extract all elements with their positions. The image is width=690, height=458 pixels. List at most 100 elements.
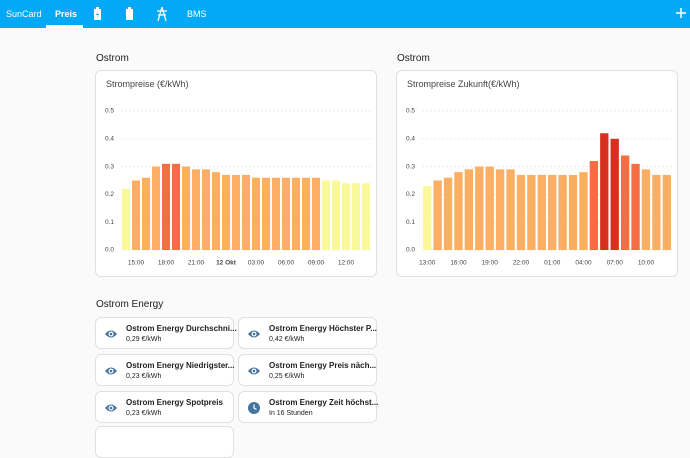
- bar: [600, 133, 609, 250]
- y-tick-label: 0.4: [105, 136, 114, 143]
- bar: [652, 174, 661, 250]
- chart-card: Strompreise (€/kWh) 0.0 0.1 0.2 0.3 0.4 0.5 15…: [95, 70, 377, 277]
- battery-icon[interactable]: [124, 7, 136, 21]
- bar: [222, 174, 230, 250]
- y-tick-label: 0.1: [105, 219, 114, 226]
- bar: [252, 177, 260, 250]
- bar: [362, 183, 370, 250]
- bar: [454, 172, 463, 250]
- x-tick-label: 01:00: [544, 260, 561, 267]
- add-icon[interactable]: [675, 7, 687, 19]
- section-title: Ostrom Energy: [96, 299, 164, 310]
- bar: [537, 174, 546, 250]
- tab-indicator: [46, 25, 83, 28]
- bar: [202, 169, 210, 250]
- x-tick-label: 21:00: [188, 260, 205, 267]
- bar: [423, 186, 432, 250]
- entity-name: Ostrom Energy Preis näch...: [269, 361, 377, 370]
- bar: [485, 166, 494, 250]
- chart-card: Strompreise Zukunft(€/kWh) 0.0 0.1 0.2 0.3 0…: [396, 70, 678, 277]
- x-tick-label: 04:00: [575, 260, 592, 267]
- entity-name: Ostrom Energy Spotpreis: [126, 398, 223, 407]
- transmission-tower-icon[interactable]: [155, 6, 169, 22]
- bar: [212, 172, 220, 250]
- entity-state: 0,42 €/kWh: [269, 336, 305, 343]
- bar: [443, 177, 453, 250]
- entity-card[interactable]: Ostrom Energy Zeit höchst... In 16 Stunde…: [238, 391, 379, 423]
- bar: [312, 177, 320, 250]
- entity-state: 0,29 €/kWh: [126, 336, 162, 343]
- bar: [352, 183, 360, 250]
- bar: [558, 174, 567, 250]
- bar: [132, 180, 140, 250]
- bar: [631, 163, 640, 250]
- x-tick-label: 07:00: [607, 260, 624, 267]
- bar: [162, 163, 170, 250]
- eye-icon: [248, 330, 260, 338]
- bar: [272, 177, 280, 250]
- section-title: Ostrom: [96, 53, 129, 64]
- bar: [464, 169, 474, 250]
- x-tick-label: 15:00: [128, 260, 145, 267]
- x-tick-label: 12:00: [338, 260, 355, 267]
- y-tick-label: 0.0: [105, 247, 114, 254]
- clock-icon: [248, 402, 260, 414]
- x-tick-label: 06:00: [278, 260, 295, 267]
- tab[interactable]: BMS: [187, 9, 207, 19]
- bar: [527, 174, 536, 250]
- bar: [242, 174, 250, 250]
- bar: [433, 180, 442, 250]
- bar: [641, 169, 651, 250]
- y-tick-label: 0.5: [406, 108, 415, 115]
- entity-card[interactable]: Ostrom Energy Durchschni... 0,29 €/kWh: [95, 317, 237, 349]
- entity-state: 0,23 €/kWh: [126, 410, 162, 417]
- eye-icon: [105, 330, 117, 338]
- bar: [142, 177, 150, 250]
- bar: [620, 155, 630, 250]
- bar: [495, 169, 505, 250]
- bar: [610, 138, 619, 250]
- section-title: Ostrom: [397, 53, 430, 64]
- bar: [282, 177, 290, 250]
- tab[interactable]: SunCard: [6, 9, 42, 19]
- bar: [342, 183, 350, 250]
- y-tick-label: 0.0: [406, 247, 415, 254]
- eye-icon: [105, 404, 117, 412]
- bar: [152, 166, 160, 250]
- bar: [262, 177, 270, 250]
- entity-card[interactable]: [95, 426, 234, 458]
- bar: [182, 166, 190, 250]
- top-bar: SunCard Preis BMS: [0, 0, 690, 28]
- x-tick-label: 03:00: [248, 260, 265, 267]
- bar: [322, 180, 330, 250]
- entity-name: Ostrom Energy Zeit höchst...: [269, 398, 379, 407]
- y-tick-label: 0.4: [406, 136, 415, 143]
- x-tick-label: 10:00: [638, 260, 655, 267]
- entity-state: In 16 Stunden: [269, 410, 313, 417]
- x-tick-label: 16:00: [450, 260, 467, 267]
- bar: [506, 169, 515, 250]
- tab[interactable]: Preis: [55, 9, 78, 19]
- entity-name: Ostrom Energy Durchschni...: [126, 324, 237, 333]
- bar: [662, 174, 671, 250]
- bar: [302, 177, 310, 250]
- bar: [548, 174, 557, 250]
- y-tick-label: 0.2: [406, 191, 415, 198]
- battery-charging-icon[interactable]: [92, 7, 104, 21]
- y-tick-label: 0.3: [105, 163, 114, 170]
- y-tick-label: 0.3: [406, 163, 415, 170]
- entity-name: Ostrom Energy Niedrigster...: [126, 361, 235, 370]
- entity-card[interactable]: Ostrom Energy Höchster P... 0,42 €/kWh: [238, 317, 377, 349]
- x-tick-label: 13:00: [419, 260, 436, 267]
- chart-title: Strompreise (€/kWh): [106, 79, 189, 89]
- entity-card[interactable]: Ostrom Energy Spotpreis 0,23 €/kWh: [95, 391, 234, 423]
- bar: [475, 166, 484, 250]
- bar: [172, 163, 180, 250]
- bar: [568, 174, 578, 250]
- entity-card[interactable]: Ostrom Energy Preis näch... 0,25 €/kWh: [238, 354, 377, 386]
- x-tick-label: 19:00: [482, 260, 499, 267]
- entity-name: Ostrom Energy Höchster P...: [269, 324, 377, 333]
- entity-card[interactable]: Ostrom Energy Niedrigster... 0,23 €/kWh: [95, 354, 234, 386]
- bar: [232, 174, 240, 250]
